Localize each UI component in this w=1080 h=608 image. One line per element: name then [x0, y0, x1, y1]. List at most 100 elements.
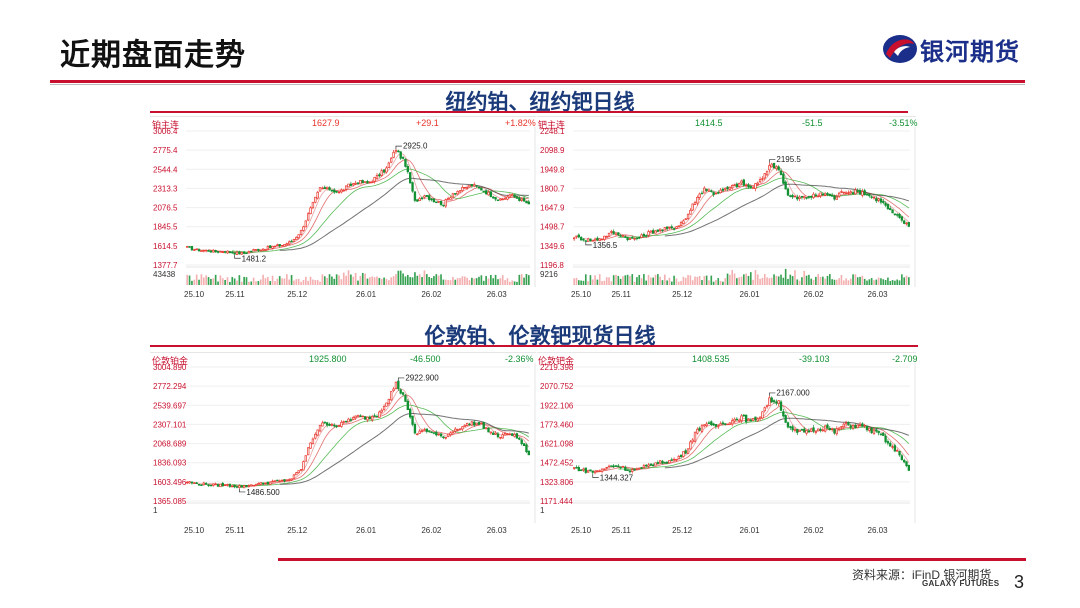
candle-body — [425, 195, 428, 197]
volume-bar — [794, 270, 796, 285]
candle-body — [807, 196, 811, 198]
candle-body — [661, 460, 664, 464]
candle-body — [221, 482, 224, 487]
volume-bar — [252, 277, 255, 285]
candle-body — [577, 467, 580, 472]
volume-bar — [803, 270, 806, 285]
candle-body — [605, 466, 608, 469]
candle-body — [833, 428, 836, 434]
volume-bar — [361, 272, 364, 285]
candle-body — [328, 424, 331, 426]
volume-label: 9216 — [540, 270, 558, 279]
volume-bar — [819, 276, 822, 285]
candle-body — [861, 423, 864, 427]
candle-body — [689, 441, 692, 450]
candle-body — [437, 433, 440, 436]
volume-bar — [276, 278, 279, 285]
candle-body — [677, 225, 680, 227]
volume-bar — [357, 280, 359, 285]
volume-bar — [833, 279, 836, 285]
candle-body — [254, 249, 258, 251]
volume-bar — [870, 278, 873, 285]
candle-body — [817, 195, 820, 198]
candle-body — [847, 192, 850, 195]
candle-body — [330, 424, 334, 426]
candle-body — [427, 430, 431, 432]
volume-bar — [826, 275, 829, 285]
candle-body — [482, 422, 485, 429]
candle-body — [826, 424, 829, 429]
candle-body — [259, 249, 262, 252]
candle-body — [392, 388, 395, 391]
candle-body — [731, 420, 734, 425]
candle-body — [404, 158, 407, 167]
volume-bar — [868, 279, 871, 285]
candle-body — [368, 181, 372, 184]
volume-bar — [385, 278, 388, 285]
volume-bar — [409, 277, 412, 285]
candle-body — [299, 230, 303, 235]
chart-ny-platinum: 3006.4 2775.4 2544.4 2313.3 2076.5 1845.5 1614… — [150, 116, 536, 300]
candle-body — [803, 428, 806, 433]
volume-bar — [863, 278, 866, 285]
candle-body — [833, 195, 836, 200]
y-tick-label: 1614.5 — [153, 242, 178, 251]
quote-last: 1414.5 — [695, 118, 723, 128]
candle-body — [603, 235, 606, 240]
candle-body — [223, 251, 227, 253]
moving-average-line — [232, 168, 529, 253]
candle-body — [515, 196, 519, 199]
x-tick-label: 26.03 — [487, 290, 508, 299]
candle-body — [582, 238, 585, 241]
candle-body — [775, 166, 778, 170]
candle-body — [824, 425, 827, 432]
candle-body — [605, 236, 608, 238]
volume-bar — [873, 280, 875, 285]
high-annotation: 2925.0 — [403, 142, 428, 151]
volume-bar — [518, 274, 521, 285]
volume-bar — [875, 279, 878, 285]
candle-body — [212, 249, 215, 253]
candle-body — [830, 428, 834, 431]
volume-bar — [475, 278, 478, 285]
candle-body — [473, 421, 476, 426]
x-tick-label: 26.02 — [804, 526, 825, 535]
low-annotation: 1481.2 — [242, 254, 267, 263]
candle-body — [819, 192, 822, 197]
title-rule — [50, 80, 1025, 83]
section-title-ny: 纽约铂、纽约钯日线 — [445, 91, 635, 114]
candle-body — [482, 190, 485, 193]
candle-body — [670, 226, 673, 229]
candle-body — [257, 248, 260, 251]
x-tick-label: 26.02 — [804, 290, 825, 299]
candle-body — [499, 198, 502, 201]
candle-body — [437, 201, 440, 203]
y-tick-label: 2313.3 — [153, 184, 178, 193]
candle-body — [461, 187, 464, 192]
y-tick-label: 3004.890 — [153, 363, 187, 372]
candle-body — [316, 429, 319, 436]
volume-bar — [622, 276, 624, 285]
candle-body — [451, 430, 455, 434]
candle-body — [886, 441, 890, 444]
candle-body — [269, 481, 272, 485]
volume-bar — [243, 276, 245, 285]
high-annotation: 2195.5 — [776, 155, 801, 164]
candle-body — [803, 195, 806, 199]
candle-body — [446, 197, 450, 200]
candle-body — [250, 250, 253, 253]
candle-body — [879, 433, 883, 435]
candle-body — [288, 479, 291, 481]
volume-bar — [378, 277, 381, 285]
candle-body — [677, 455, 680, 460]
volume-bar — [482, 280, 485, 285]
volume-bar — [437, 275, 440, 285]
candle-body — [600, 468, 604, 472]
candle-body — [598, 238, 601, 242]
candle-body — [190, 246, 194, 251]
candle-body — [245, 484, 248, 488]
volume-bar — [433, 276, 435, 285]
candle-body — [304, 455, 307, 462]
candle-body — [640, 467, 643, 469]
volume-bar — [219, 275, 222, 285]
